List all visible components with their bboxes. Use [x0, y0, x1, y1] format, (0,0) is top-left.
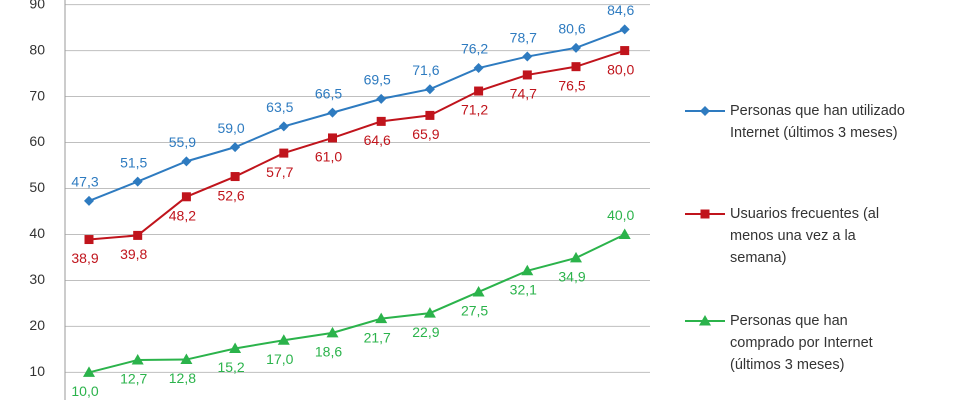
data-label: 38,9 [71, 250, 98, 266]
data-label: 22,9 [412, 324, 439, 340]
marker [278, 121, 289, 132]
data-label: 40,0 [607, 207, 634, 223]
marker [83, 366, 95, 377]
data-label: 84,6 [607, 2, 634, 18]
data-label: 80,0 [607, 61, 634, 77]
data-label: 34,9 [558, 269, 585, 285]
y-tick-label: 50 [29, 179, 45, 195]
data-label: 15,2 [217, 359, 244, 375]
data-label: 65,9 [412, 126, 439, 142]
legend-label: Personas que han comprado por Internet (… [730, 313, 873, 373]
marker [618, 228, 631, 239]
data-label: 76,2 [461, 41, 488, 57]
data-label: 32,1 [510, 282, 537, 298]
data-label: 18,6 [315, 344, 342, 360]
series-line [88, 233, 626, 374]
marker [328, 133, 337, 143]
marker [474, 86, 484, 96]
y-tick-label: 70 [29, 87, 45, 103]
marker [326, 326, 339, 338]
marker [473, 63, 484, 74]
marker [376, 93, 387, 104]
marker [181, 192, 191, 202]
data-label: 78,7 [510, 29, 537, 45]
data-label: 12,7 [120, 371, 147, 387]
marker [132, 176, 143, 187]
data-label: 71,2 [461, 102, 488, 118]
data-label: 63,5 [266, 99, 293, 115]
marker [700, 209, 710, 219]
marker [375, 312, 388, 324]
data-label: 21,7 [364, 329, 391, 345]
data-label: 12,8 [169, 370, 196, 386]
marker [472, 285, 485, 297]
data-label: 57,7 [266, 164, 293, 180]
marker [619, 24, 630, 35]
marker [180, 353, 193, 365]
data-label: 48,2 [169, 207, 196, 223]
data-label: 71,6 [412, 62, 439, 78]
data-label: 10,0 [71, 383, 98, 399]
marker [423, 307, 436, 318]
y-tick-label: 20 [29, 317, 45, 333]
marker [133, 230, 143, 240]
marker [571, 42, 581, 53]
y-tick-label: 80 [29, 41, 45, 57]
marker [522, 51, 533, 62]
data-label: 52,6 [217, 187, 244, 203]
marker [181, 156, 192, 167]
data-label: 59,0 [217, 120, 244, 136]
data-label: 74,7 [510, 86, 537, 102]
y-tick-label: 30 [29, 271, 45, 287]
y-tick-label: 10 [29, 363, 45, 379]
data-label: 69,5 [364, 72, 391, 88]
marker [84, 195, 94, 206]
marker [570, 251, 582, 263]
y-tick-label: 90 [29, 0, 45, 11]
marker [521, 264, 534, 276]
series-line [88, 28, 626, 202]
marker [425, 110, 435, 120]
marker [277, 334, 290, 345]
marker [571, 62, 581, 72]
series-line [88, 49, 626, 241]
marker [230, 142, 241, 153]
y-tick-label: 60 [29, 133, 45, 149]
marker [327, 107, 338, 118]
data-label: 80,6 [558, 21, 585, 37]
marker [131, 354, 144, 365]
marker [424, 84, 435, 95]
data-label: 39,8 [120, 246, 147, 262]
data-label: 27,5 [461, 303, 488, 319]
marker [229, 342, 242, 354]
legend-label: Usuarios frecuentes (al menos una vez a … [730, 206, 880, 266]
data-label: 55,9 [169, 134, 196, 150]
data-label: 61,0 [315, 149, 342, 165]
legend-label: Personas que han utilizado Internet (últ… [730, 103, 905, 141]
data-label: 64,6 [364, 132, 391, 148]
data-label: 47,3 [71, 174, 98, 190]
data-label: 66,5 [315, 85, 342, 101]
marker [279, 148, 289, 158]
y-tick-label: 40 [29, 225, 45, 241]
marker [700, 106, 710, 116]
marker [230, 172, 240, 182]
marker [84, 235, 94, 245]
data-label: 51,5 [120, 154, 147, 170]
marker [620, 46, 630, 56]
marker [376, 116, 386, 126]
marker [522, 70, 532, 80]
data-label: 76,5 [558, 77, 585, 93]
marker [699, 315, 711, 326]
data-label: 17,0 [266, 351, 293, 367]
